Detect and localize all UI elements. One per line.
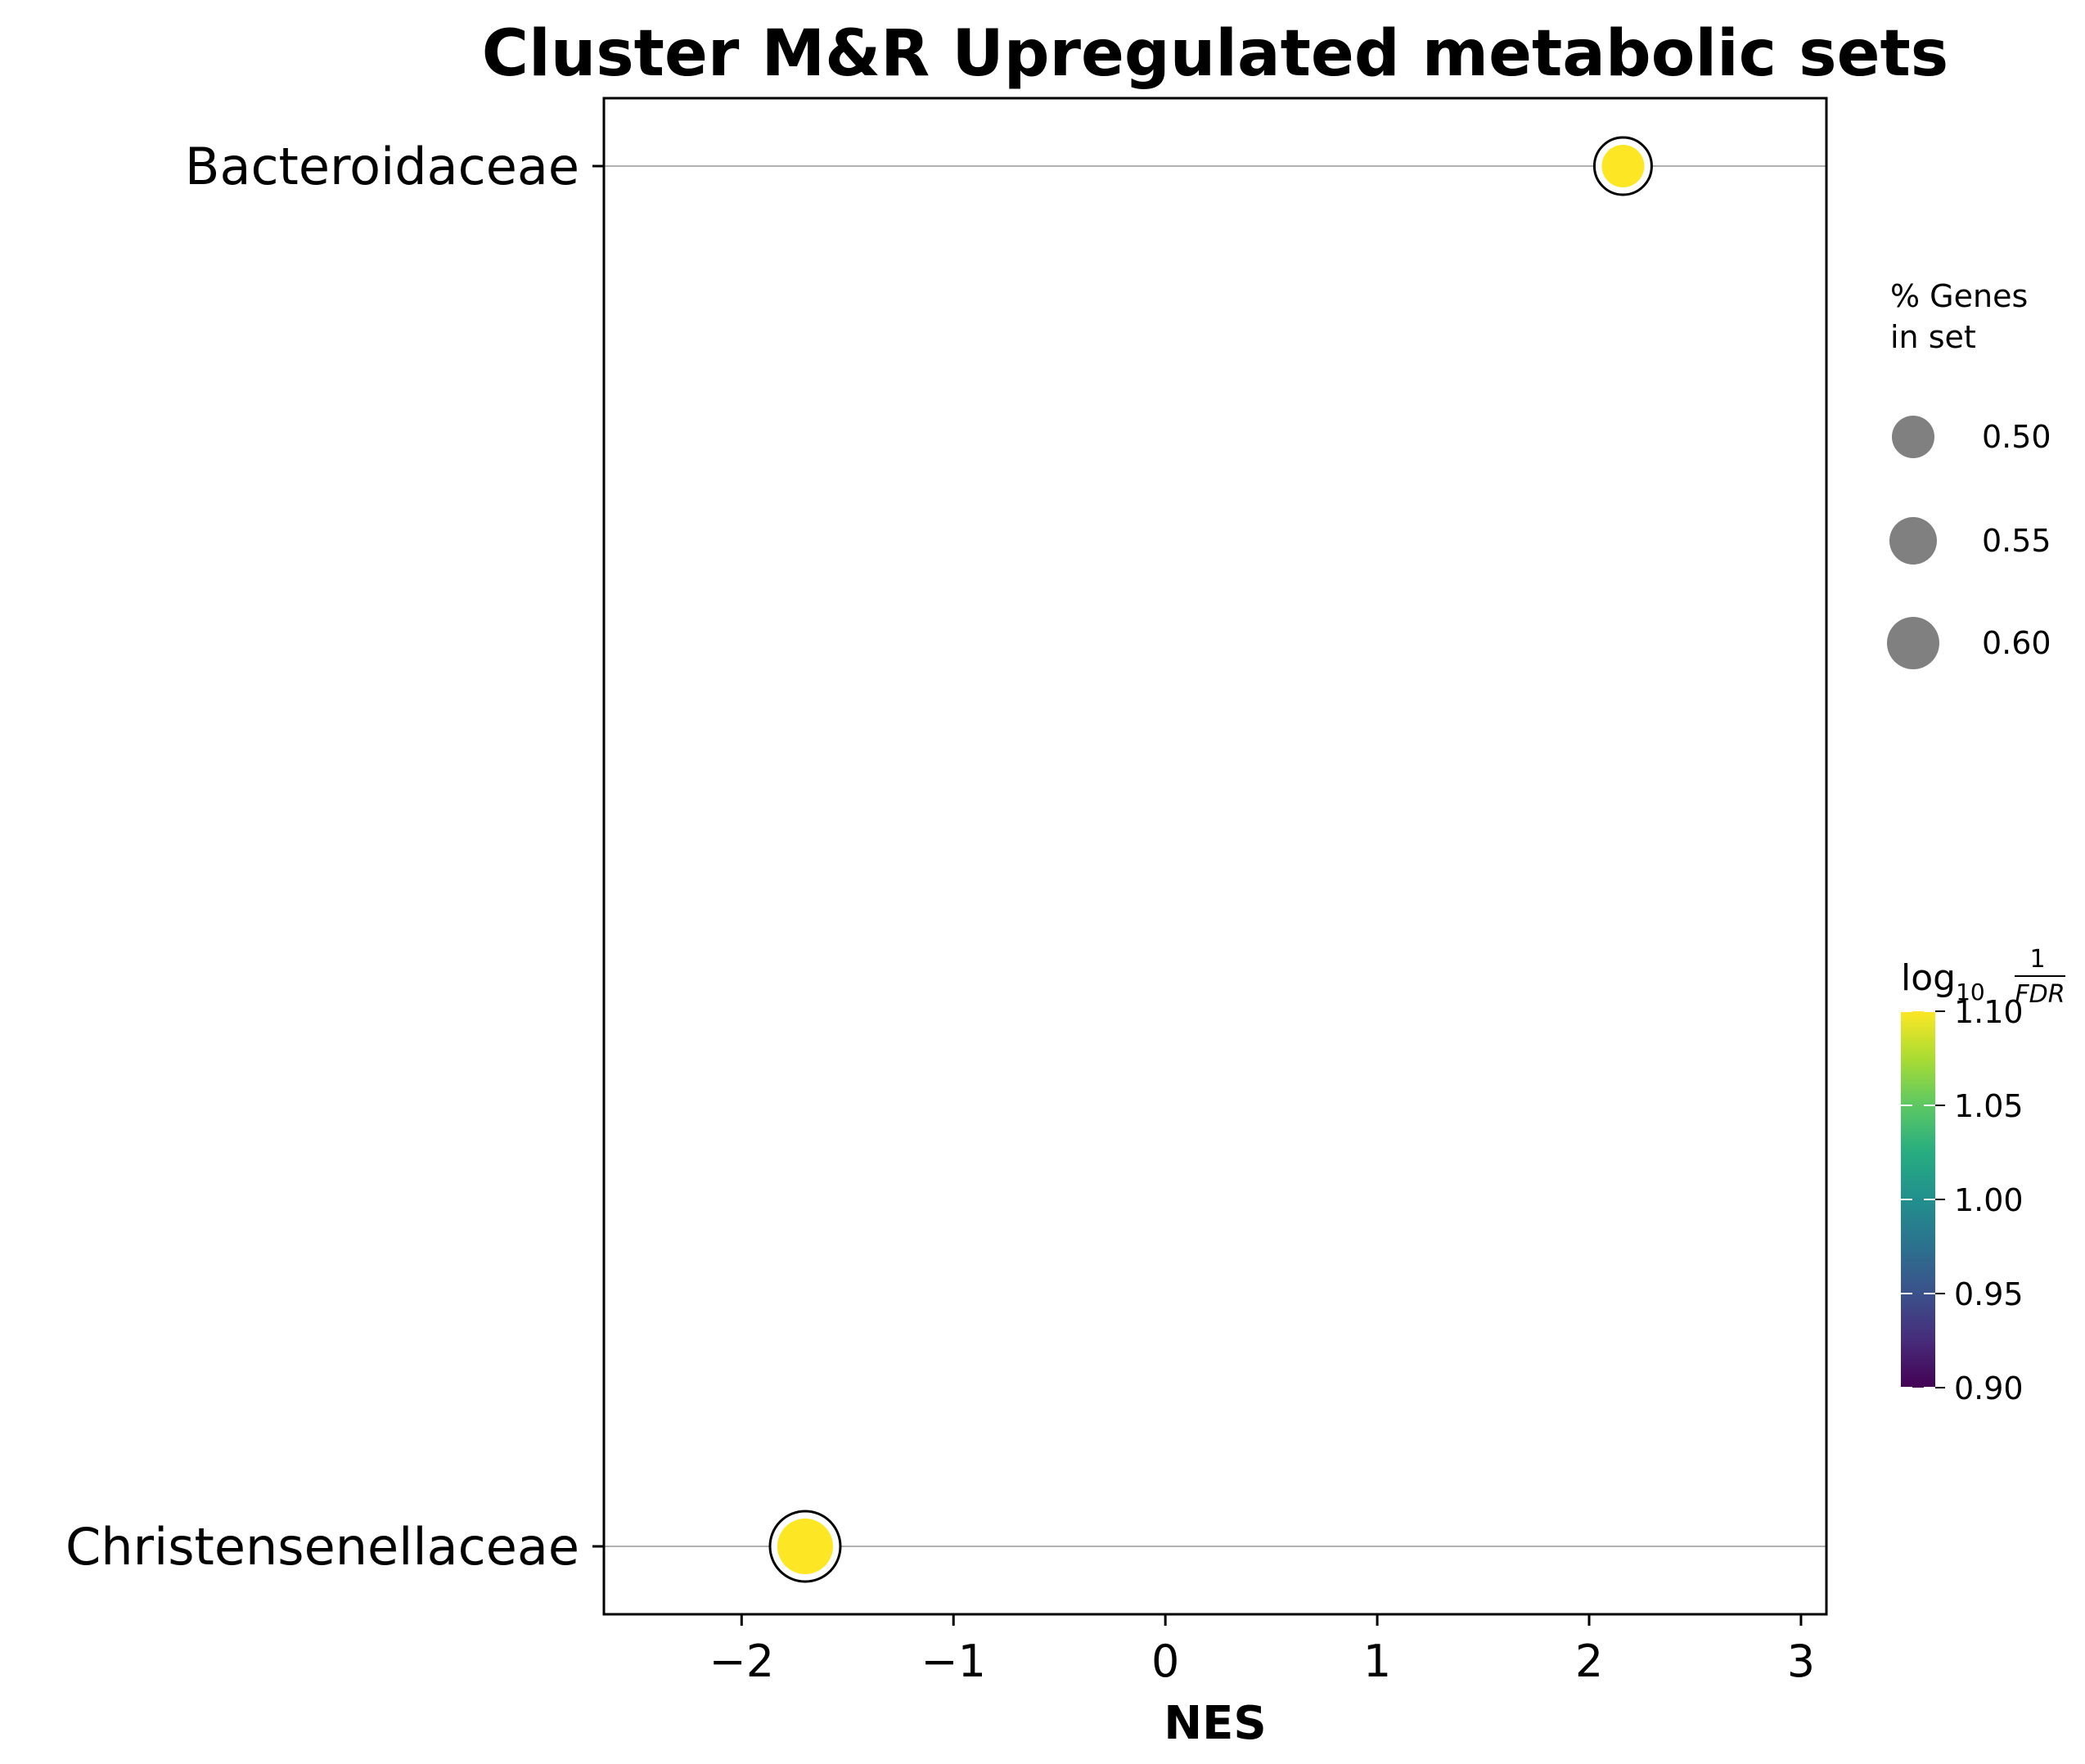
colorbar-tick-label: 0.95	[1954, 1276, 2024, 1312]
size-legend-marker	[1887, 617, 1939, 669]
size-legend-title-line1: % Genes	[1890, 278, 2028, 314]
size-legend-entries: 0.50 0.55 0.60	[1887, 416, 2051, 669]
data-point	[777, 1519, 833, 1574]
data-points	[768, 136, 1653, 1583]
y-tick-label: Christensenellaceae	[65, 1517, 579, 1577]
y-tick-label: Bacteroidaceae	[185, 137, 579, 196]
size-legend-marker	[1889, 517, 1937, 565]
colorbar-tick-label: 0.90	[1954, 1370, 2024, 1406]
x-tick-label: 2	[1575, 1636, 1603, 1687]
size-legend: % Genes in set 0.50 0.55 0.60	[1887, 278, 2051, 669]
colorbar-title-numerator: 1	[2029, 945, 2045, 974]
x-tick-label: −1	[921, 1636, 986, 1687]
x-tick-label: 3	[1787, 1636, 1815, 1687]
y-axis: Bacteroidaceae Christensenellaceae	[65, 137, 604, 1577]
grid-lines	[604, 165, 1826, 1547]
colorbar-tick-label: 1.05	[1954, 1088, 2024, 1124]
x-axis: −2 −1 0 1 2 3	[709, 1614, 1815, 1687]
plot-frame	[602, 97, 1828, 1616]
size-legend-label: 0.60	[1982, 625, 2051, 661]
colorbar: log10 1 FDR 0.90 0.95 1.00 1.05 1.10	[1901, 945, 2065, 1406]
x-tick-label: 1	[1363, 1636, 1391, 1687]
chart-title: Cluster M&R Upregulated metabolic sets	[482, 17, 1948, 91]
size-legend-label: 0.50	[1982, 419, 2051, 455]
data-point	[1601, 145, 1645, 187]
size-legend-label: 0.55	[1982, 523, 2051, 559]
x-tick-label: −2	[709, 1636, 774, 1687]
size-legend-title-line2: in set	[1890, 319, 1976, 355]
colorbar-title-denominator: FDR	[2015, 980, 2065, 1009]
colorbar-tick-label: 1.10	[1954, 994, 2024, 1030]
colorbar-tick-label: 1.00	[1954, 1182, 2024, 1218]
colorbar-title: log10	[1901, 957, 1985, 1006]
size-legend-marker	[1892, 416, 1934, 458]
x-axis-label: NES	[1164, 1697, 1266, 1750]
x-tick-label: 0	[1151, 1636, 1179, 1687]
colorbar-ticks: 0.90 0.95 1.00 1.05 1.10	[1901, 994, 2024, 1406]
